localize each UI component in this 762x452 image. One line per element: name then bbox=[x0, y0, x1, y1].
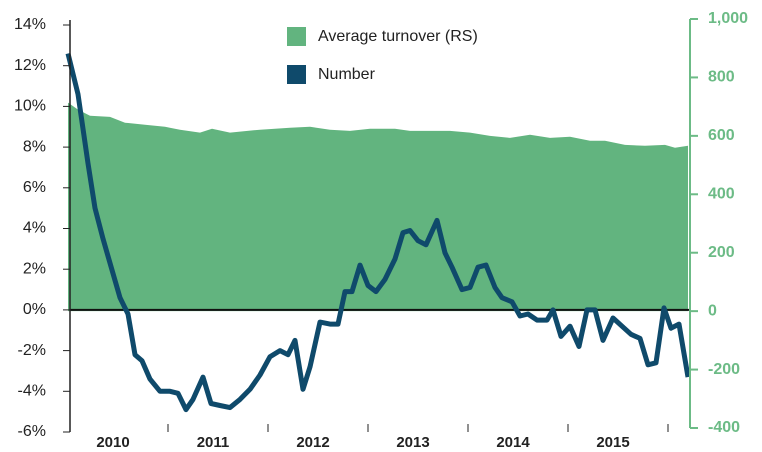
x-tick-label: 2010 bbox=[96, 434, 129, 451]
y2-tick-label: 1,000 bbox=[708, 10, 748, 27]
x-tick-label: 2013 bbox=[396, 434, 429, 451]
legend-swatch bbox=[287, 27, 306, 46]
y-tick-label: 8% bbox=[23, 138, 46, 155]
area bbox=[68, 102, 688, 312]
y2-tick-label: -400 bbox=[708, 419, 740, 436]
y-tick-label: 2% bbox=[23, 260, 46, 277]
y2-tick-label: 200 bbox=[708, 244, 735, 261]
y-tick-label: 10% bbox=[14, 98, 46, 115]
x-tick-label: 2015 bbox=[596, 434, 629, 451]
y-tick-label: -4% bbox=[18, 383, 46, 400]
y-tick-label: 4% bbox=[23, 220, 46, 237]
y2-tick-label: 0 bbox=[708, 302, 717, 319]
y-tick-label: -2% bbox=[18, 342, 46, 359]
line bbox=[65, 52, 691, 413]
legend-label: Average turnover (RS) bbox=[318, 28, 478, 45]
y2-tick-label: 400 bbox=[708, 186, 735, 203]
y-tick-label: 12% bbox=[14, 57, 46, 74]
y-tick-label: 0% bbox=[23, 301, 46, 318]
x-tick-label: 2011 bbox=[197, 434, 230, 451]
x-tick-label: 2012 bbox=[296, 434, 329, 451]
y2-tick-label: 800 bbox=[708, 69, 735, 86]
y2-tick-label: -200 bbox=[708, 361, 740, 378]
y-tick-label: 14% bbox=[14, 16, 46, 33]
y-tick-label: -6% bbox=[18, 423, 46, 440]
legend-label: Number bbox=[318, 66, 376, 83]
legend-swatch bbox=[287, 65, 306, 84]
y2-tick-label: 600 bbox=[708, 127, 735, 144]
y-tick-label: 6% bbox=[23, 179, 46, 196]
x-tick-label: 2014 bbox=[496, 434, 530, 451]
